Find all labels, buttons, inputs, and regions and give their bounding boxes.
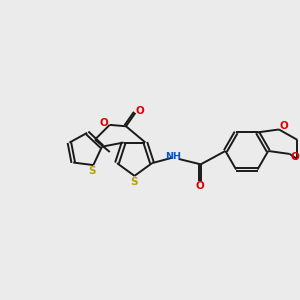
Text: S: S [88, 166, 96, 176]
Text: O: O [196, 181, 205, 191]
Text: S: S [130, 177, 138, 188]
Text: NH: NH [165, 152, 181, 161]
Text: O: O [280, 122, 289, 131]
Text: O: O [100, 118, 109, 128]
Text: O: O [136, 106, 145, 116]
Text: O: O [291, 152, 299, 162]
